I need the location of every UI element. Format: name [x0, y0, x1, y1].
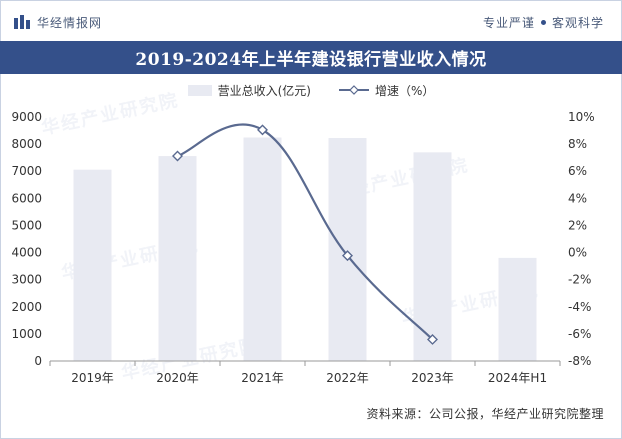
legend: 营业总收入(亿元) 增速（%）	[0, 80, 622, 100]
revenue-bar	[158, 156, 197, 361]
chart-title: 2019-2024年上半年建设银行营业收入情况	[135, 50, 487, 70]
y-right-tick-label: 10%	[568, 110, 595, 124]
y-right-tick-label: 8%	[568, 137, 587, 151]
growth-point	[257, 124, 268, 136]
y-right-tick-label: -2%	[568, 273, 591, 287]
legend-bar-swatch-icon	[187, 84, 212, 96]
y-left-tick-label: 0	[34, 354, 42, 368]
title-bar: 2019-2024年上半年建设银行营业收入情况	[0, 41, 622, 74]
growth-point	[172, 150, 183, 162]
top-bar: 华经情报网 专业严谨 客观科学	[0, 0, 622, 40]
source-note: 资料来源：公司公报，华经产业研究院整理	[366, 407, 604, 421]
separator-dot-icon	[540, 20, 546, 25]
y-left-tick-label: 7000	[11, 164, 42, 178]
y-left-tick-label: 4000	[11, 246, 42, 260]
legend-label-growth: 增速（%）	[374, 83, 435, 98]
growth-point	[427, 333, 438, 345]
y-right-tick-label: 0%	[568, 246, 587, 260]
x-category-label: 2021年	[241, 371, 284, 385]
tagline-right: 客观科学	[551, 16, 604, 30]
y-right-tick-label: -6%	[568, 327, 591, 341]
x-category-label: 2023年	[411, 371, 454, 385]
revenue-bar	[73, 169, 112, 361]
y-left-tick-label: 5000	[11, 218, 42, 232]
x-category-label: 2024年H1	[488, 371, 547, 385]
y-left-tick-label: 2000	[11, 300, 42, 314]
brand: 华经情报网	[14, 13, 102, 31]
legend-line-swatch-icon	[338, 85, 369, 95]
brand-logo-icon	[14, 15, 30, 29]
growth-line	[177, 123, 434, 341]
x-category-label: 2020年	[156, 371, 199, 385]
y-right-tick-label: 2%	[568, 218, 587, 232]
legend-label-revenue: 营业总收入(亿元)	[217, 83, 311, 98]
y-right-tick-label: 4%	[568, 191, 587, 205]
y-left-tick-label: 3000	[11, 273, 42, 287]
x-category-label: 2022年	[326, 371, 369, 385]
x-category-label: 2019年	[71, 371, 114, 385]
y-left-tick-label: 6000	[11, 191, 42, 205]
revenue-bar	[328, 138, 367, 361]
tagline-left: 专业严谨	[482, 16, 535, 30]
revenue-bar	[498, 257, 537, 361]
legend-item-revenue: 营业总收入(亿元)	[187, 82, 311, 99]
y-right-tick-label: -8%	[568, 354, 591, 368]
revenue-bar	[243, 137, 282, 361]
y-left-tick-label: 9000	[11, 110, 42, 124]
y-right-tick-label: -4%	[568, 300, 591, 314]
y-left-tick-label: 1000	[11, 327, 42, 341]
tagline: 专业严谨 客观科学	[483, 14, 604, 31]
revenue-bar	[413, 152, 452, 361]
growth-point	[342, 250, 353, 262]
legend-item-growth: 增速（%）	[338, 82, 435, 99]
y-right-tick-label: 6%	[568, 164, 587, 178]
brand-name: 华经情报网	[37, 15, 103, 30]
y-left-tick-label: 8000	[11, 137, 42, 151]
